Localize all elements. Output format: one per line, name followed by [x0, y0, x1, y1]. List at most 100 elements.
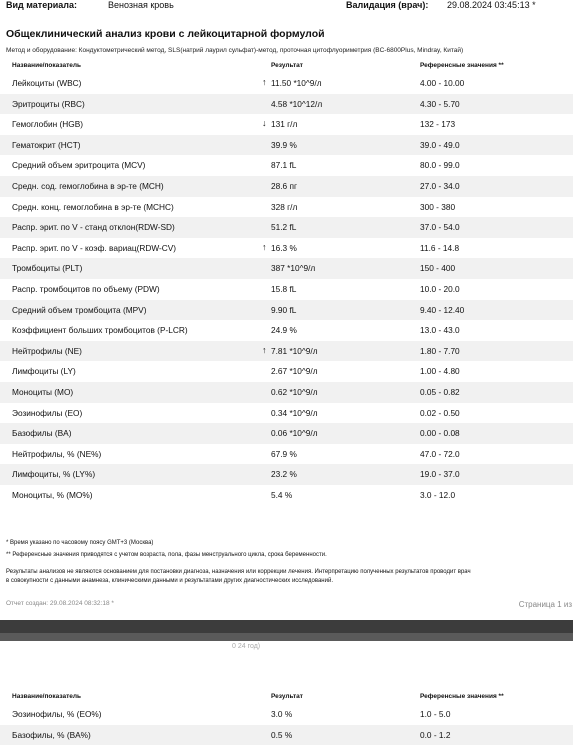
table-row: Гемоглобин (HGB) ↓ 131 г/л 132 - 173 [0, 114, 573, 135]
header-result: Результат [271, 62, 303, 69]
row-result: 3.0 % [271, 709, 293, 719]
disclaimer-line-2: в совокупности с данными анамнеза, клини… [6, 578, 333, 584]
row-reference: 27.0 - 34.0 [420, 180, 460, 191]
row-name: Моноциты, % (MO%) [12, 489, 93, 500]
row-reference: 0.0 - 1.2 [420, 729, 451, 740]
row-name: Средн. конц. гемоглобина в эр-те (MCHC) [12, 201, 174, 212]
row-name: Базофилы, % (BA%) [12, 729, 91, 740]
row-result: 131 г/л [271, 119, 298, 130]
table-row: Моноциты, % (MO%) 5.4 % 3.0 - 12.0 [0, 485, 573, 506]
table-row: Средн. сод. гемоглобина в эр-те (MCH) 28.… [0, 175, 573, 197]
table-row: Средн. конц. гемоглобина в эр-те (MCHC) 3… [0, 197, 573, 218]
row-result: 15.8 fL [271, 283, 297, 294]
row-result: 28.6 пг [271, 180, 297, 191]
report-created: Отчет создан: 29.08.2024 08:32:18 * [6, 600, 114, 607]
material-value: Венозная кровь [108, 0, 174, 10]
validation-value: 29.08.2024 03:45:13 * [447, 0, 536, 10]
row-result: 7.81 *10^9/л [271, 345, 318, 356]
row-reference: 37.0 - 54.0 [420, 222, 460, 233]
row-name: Распр. эрит. по V - станд отклон(RDW-SD) [12, 222, 175, 233]
row-result: 387 *10^9/л [271, 263, 316, 274]
material-label: Вид материала: [6, 0, 77, 10]
header-name: Название/показатель [12, 693, 82, 700]
row-name: Нейтрофилы, % (NE%) [12, 448, 102, 459]
row-result: 0.5 % [271, 729, 293, 740]
row-name: Распр. эрит. по V - коэф. вариац(RDW-CV) [12, 242, 177, 253]
row-reference: 4.00 - 10.00 [420, 78, 465, 88]
table-row: Эритроциты (RBC) 4.58 *10^12/л 4.30 - 5.70 [0, 93, 573, 115]
disclaimer-line-1: Результаты анализов не являются основани… [6, 569, 471, 575]
row-reference: 132 - 173 [420, 119, 456, 130]
table-row: Распр. тромбоцитов по объему (PDW) 15.8 f… [0, 279, 573, 300]
table-row: Средний объем тромбоцита (MPV) 9.90 fL 9.4… [0, 299, 573, 321]
row-name: Тромбоциты (PLT) [12, 263, 83, 274]
page-separator-shadow [0, 633, 573, 641]
report-page-1: Вид материала: Венозная кровь Валидация … [0, 0, 573, 609]
results-table-body-page-2: Эозинофилы, % (EO%) 3.0 % 1.0 - 5.0 Базофил… [0, 704, 573, 746]
row-result: 9.90 fL [271, 304, 297, 315]
material-meta-row: Вид материала: Венозная кровь Валидация … [0, 0, 573, 14]
row-result: 0.62 *10^9/л [271, 386, 318, 397]
row-name: Гематокрит (HCT) [12, 139, 81, 150]
row-name: Эозинофилы (EO) [12, 407, 83, 418]
table-row: Базофилы (BA) 0.06 *10^9/л 0.00 - 0.08 [0, 423, 573, 444]
row-result: 51.2 fL [271, 222, 297, 233]
row-result: 67.9 % [271, 448, 297, 459]
row-result: 23.2 % [271, 469, 297, 480]
disclaimer: Результаты анализов не являются основани… [6, 568, 572, 586]
table-row: Нейтрофилы (NE) ↑ 7.81 *10^9/л 1.80 - 7.70 [0, 340, 573, 362]
row-result: 2.67 *10^9/л [271, 366, 318, 377]
table-row: Гематокрит (HCT) 39.9 % 39.0 - 49.0 [0, 134, 573, 156]
row-name: Базофилы (BA) [12, 428, 72, 439]
row-reference: 300 - 380 [420, 201, 456, 212]
row-reference: 9.40 - 12.40 [420, 304, 465, 315]
table-row: Моноциты (MO) 0.62 *10^9/л 0.05 - 0.82 [0, 381, 573, 403]
header-name: Название/показатель [12, 62, 82, 69]
table-row: Распр. эрит. по V - станд отклон(RDW-SD)… [0, 217, 573, 238]
table-row: Лимфоциты, % (LY%) 23.2 % 19.0 - 37.0 [0, 464, 573, 485]
row-result: 24.9 % [271, 325, 297, 336]
row-name: Лимфоциты, % (LY%) [12, 469, 96, 480]
row-reference: 1.80 - 7.70 [420, 345, 460, 356]
row-reference: 39.0 - 49.0 [420, 139, 460, 150]
row-reference: 13.0 - 43.0 [420, 325, 460, 336]
row-name: Распр. тромбоцитов по объему (PDW) [12, 283, 160, 294]
row-result: 16.3 % [271, 242, 297, 253]
table-row: Средний объем эритроцита (MCV) 87.1 fL 80.… [0, 155, 573, 176]
table-row: Эозинофилы, % (EO%) 3.0 % 1.0 - 5.0 [0, 704, 573, 725]
row-name: Лейкоциты (WBC) [12, 78, 82, 88]
row-result: 0.06 *10^9/л [271, 428, 318, 439]
row-name: Эритроциты (RBC) [12, 98, 85, 109]
table-row: Базофилы, % (BA%) 0.5 % 0.0 - 1.2 [0, 724, 573, 746]
result-flag-icon: ↑ [262, 77, 267, 87]
row-reference: 11.6 - 14.8 [420, 242, 460, 253]
validation-label: Валидация (врач): [346, 0, 429, 10]
table-row: Лимфоциты (LY) 2.67 *10^9/л 1.00 - 4.80 [0, 361, 573, 382]
footnotes: * Время указано по часовому поясу GMT+3 … [6, 537, 327, 561]
header-reference: Референсные значения ** [420, 693, 504, 700]
results-table-header-page-2: Название/показатель Результат Референсны… [6, 693, 573, 703]
row-reference: 0.05 - 0.82 [420, 386, 460, 397]
row-reference: 3.0 - 12.0 [420, 489, 456, 500]
row-reference: 150 - 400 [420, 263, 456, 274]
header-result: Результат [271, 693, 303, 700]
result-flag-icon: ↑ [262, 344, 267, 355]
row-name: Коэффициент больших тромбоцитов (P-LCR) [12, 325, 188, 336]
row-result: 328 г/л [271, 201, 298, 212]
row-result: 11.50 *10^9/л [271, 78, 322, 88]
page-number: Страница 1 из [518, 600, 572, 609]
report-method: Метод и оборудование: Кондуктометрически… [6, 47, 464, 54]
reference-note: ** Референсные значения приводятся с уче… [6, 552, 327, 558]
row-result: 39.9 % [271, 139, 297, 150]
report-page-2: 0 24 год) Название/показатель Результат … [0, 641, 573, 755]
row-reference: 19.0 - 37.0 [420, 469, 460, 480]
row-reference: 4.30 - 5.70 [420, 98, 460, 109]
row-reference: 47.0 - 72.0 [420, 448, 460, 459]
row-result: 4.58 *10^12/л [271, 98, 323, 109]
table-row: Лейкоциты (WBC) ↑ 11.50 *10^9/л 4.00 - 10.0… [0, 73, 573, 94]
row-result: 0.34 *10^9/л [271, 407, 318, 418]
row-reference: 1.00 - 4.80 [420, 366, 460, 377]
table-row: Тромбоциты (PLT) 387 *10^9/л 150 - 400 [0, 258, 573, 279]
table-row: Нейтрофилы, % (NE%) 67.9 % 47.0 - 72.0 [0, 444, 573, 465]
result-flag-icon: ↓ [262, 118, 267, 129]
